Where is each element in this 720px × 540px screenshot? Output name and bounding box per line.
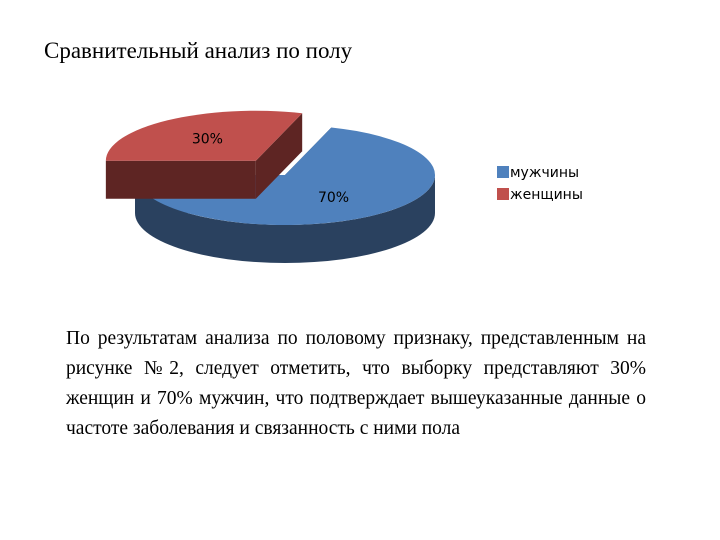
pie-slice-women-cut-wall-2 bbox=[255, 113, 303, 199]
legend-swatch-men bbox=[497, 166, 509, 178]
pie-slice-men-outer-wall bbox=[135, 175, 435, 263]
data-label-men: 70% bbox=[318, 190, 349, 206]
slices-layer bbox=[105, 110, 436, 263]
chart-legend: мужчины женщины bbox=[497, 165, 583, 203]
labels-layer: 70% 30% bbox=[192, 132, 349, 207]
data-label-women: 30% bbox=[192, 132, 223, 148]
pie-chart: 70% 30% мужчины женщины bbox=[105, 110, 583, 263]
pie-chart-svg: 70% 30% мужчины женщины bbox=[105, 110, 583, 263]
legend-label-women: женщины bbox=[510, 187, 583, 203]
body-paragraph: По результатам анализа по половому призн… bbox=[66, 328, 646, 439]
slide-title: Сравнительный анализ по полу bbox=[44, 38, 353, 63]
pie-slice-women bbox=[105, 110, 303, 199]
pie-slice-women-cut-wall-1 bbox=[105, 160, 256, 199]
legend-swatch-women bbox=[497, 188, 509, 200]
pie-slice-women-top bbox=[105, 110, 303, 161]
pie-slice-men-top bbox=[135, 127, 436, 226]
legend-label-men: мужчины bbox=[510, 165, 579, 181]
